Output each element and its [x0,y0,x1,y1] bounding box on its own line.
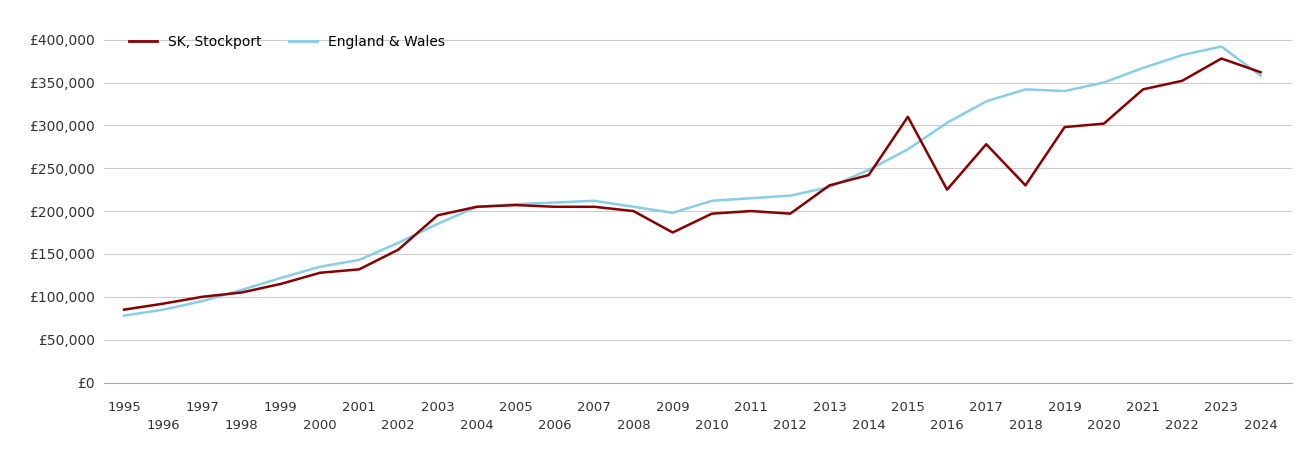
England & Wales [1057,88,1073,94]
SK, Stockport [1018,183,1034,188]
Text: 1996: 1996 [146,418,180,432]
Text: 2004: 2004 [459,418,493,432]
England & Wales [625,204,641,210]
Text: 2020: 2020 [1087,418,1121,432]
Text: 2017: 2017 [970,400,1004,414]
SK, Stockport [468,204,484,210]
SK, Stockport [586,204,602,210]
Line: England & Wales: England & Wales [124,46,1261,315]
Text: 1997: 1997 [185,400,219,414]
SK, Stockport [390,247,406,252]
Text: 2021: 2021 [1126,400,1160,414]
Text: 2002: 2002 [381,418,415,432]
England & Wales [468,204,484,210]
England & Wales [194,298,210,304]
England & Wales [783,193,799,198]
SK, Stockport [900,114,916,120]
SK, Stockport [234,290,249,295]
England & Wales [234,287,249,292]
England & Wales [1253,73,1268,78]
England & Wales [1096,80,1112,85]
SK, Stockport [155,301,171,306]
SK, Stockport [508,202,523,208]
Text: 2016: 2016 [930,418,964,432]
SK, Stockport [351,267,367,272]
Text: 1995: 1995 [107,400,141,414]
SK, Stockport [1135,87,1151,92]
England & Wales [429,221,445,227]
SK, Stockport [312,270,328,275]
Text: 1998: 1998 [224,418,258,432]
Text: 2023: 2023 [1205,400,1238,414]
England & Wales [351,257,367,263]
SK, Stockport [625,208,641,214]
Text: 2015: 2015 [891,400,925,414]
Text: 2001: 2001 [342,400,376,414]
SK, Stockport [1253,69,1268,75]
England & Wales [508,202,523,207]
England & Wales [1174,52,1190,58]
SK, Stockport [664,230,680,235]
SK, Stockport [822,183,838,188]
Text: 1999: 1999 [264,400,298,414]
Text: 2018: 2018 [1009,418,1043,432]
England & Wales [273,275,288,281]
SK, Stockport [940,187,955,192]
England & Wales [705,198,720,203]
England & Wales [312,264,328,270]
Text: 2019: 2019 [1048,400,1082,414]
Text: 2013: 2013 [813,400,847,414]
Text: 2003: 2003 [420,400,454,414]
England & Wales [979,99,994,104]
Text: 2008: 2008 [617,418,650,432]
SK, Stockport [429,213,445,218]
SK, Stockport [705,211,720,216]
England & Wales [586,198,602,203]
England & Wales [822,184,838,190]
SK, Stockport [1096,121,1112,126]
Text: 2024: 2024 [1244,418,1278,432]
Text: 2022: 2022 [1165,418,1199,432]
England & Wales [900,147,916,152]
Line: SK, Stockport: SK, Stockport [124,58,1261,310]
SK, Stockport [979,141,994,147]
England & Wales [744,195,760,201]
England & Wales [664,210,680,216]
England & Wales [940,120,955,126]
England & Wales [547,200,562,205]
SK, Stockport [1057,124,1073,130]
Text: 2014: 2014 [852,418,886,432]
Text: 2007: 2007 [577,400,611,414]
SK, Stockport [273,281,288,287]
England & Wales [861,167,877,173]
SK, Stockport [116,307,132,312]
England & Wales [1018,87,1034,92]
SK, Stockport [194,294,210,300]
England & Wales [155,307,171,312]
England & Wales [390,240,406,246]
England & Wales [116,313,132,318]
Text: 2000: 2000 [303,418,337,432]
SK, Stockport [744,208,760,214]
Text: 2012: 2012 [774,418,808,432]
Text: 2005: 2005 [499,400,532,414]
England & Wales [1214,44,1229,49]
SK, Stockport [1214,56,1229,61]
Text: 2006: 2006 [538,418,572,432]
Text: 2010: 2010 [696,418,728,432]
Text: 2011: 2011 [735,400,769,414]
Legend: SK, Stockport, England & Wales: SK, Stockport, England & Wales [123,29,450,54]
SK, Stockport [1174,78,1190,84]
England & Wales [1135,65,1151,71]
SK, Stockport [861,172,877,178]
Text: 2009: 2009 [656,400,689,414]
SK, Stockport [783,211,799,216]
SK, Stockport [547,204,562,210]
